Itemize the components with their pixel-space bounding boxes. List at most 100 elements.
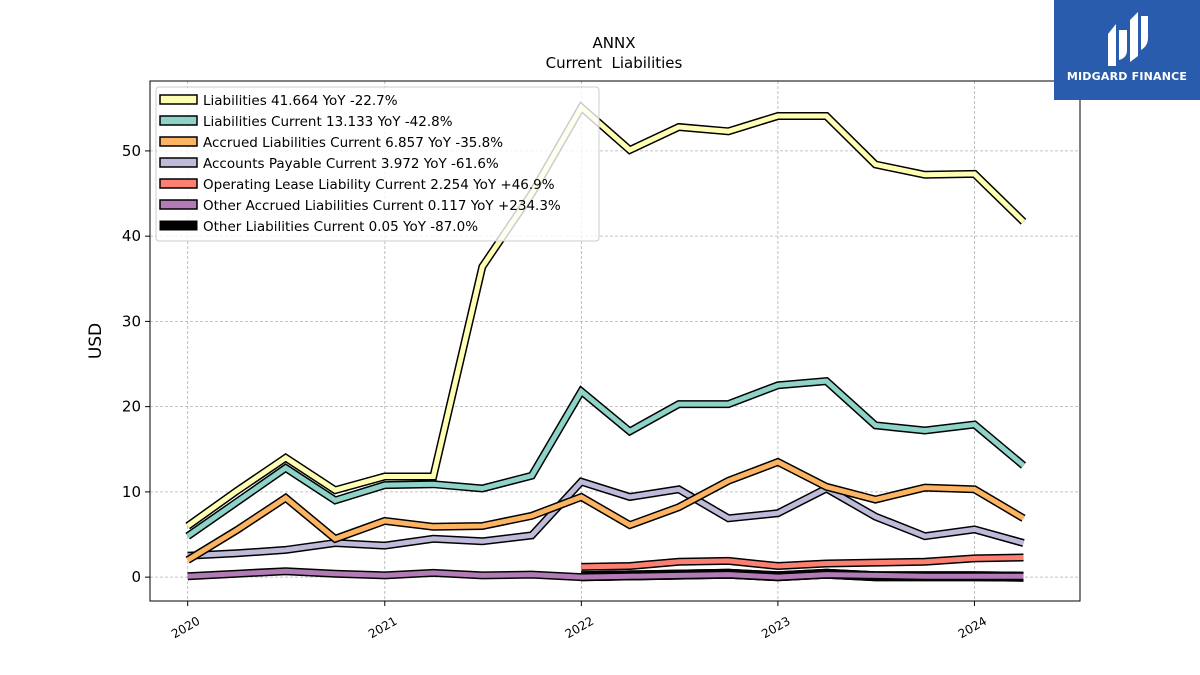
chart-subtitle: Current Liabilities xyxy=(546,54,683,72)
legend-swatch xyxy=(159,115,198,126)
data-point xyxy=(581,481,582,482)
legend-label: Accounts Payable Current 3.972 YoY -61.6… xyxy=(203,156,499,172)
data-point xyxy=(433,572,434,573)
data-point xyxy=(875,164,876,165)
data-point xyxy=(433,484,434,485)
data-point xyxy=(384,520,385,521)
data-point xyxy=(678,561,679,562)
data-point xyxy=(875,425,876,426)
data-point xyxy=(826,115,827,116)
series-accrued-liabilities-current xyxy=(185,457,1026,564)
data-point xyxy=(236,502,237,503)
x-tick-label: 2020 xyxy=(169,614,202,641)
data-point xyxy=(974,576,975,577)
data-point xyxy=(826,574,827,575)
data-point xyxy=(629,431,630,432)
data-point xyxy=(974,558,975,559)
data-point xyxy=(728,131,729,132)
series-line xyxy=(187,478,1025,559)
data-point xyxy=(335,573,336,574)
data-point xyxy=(678,127,679,128)
data-point xyxy=(678,489,679,490)
series-line xyxy=(186,459,1025,563)
data-point xyxy=(482,266,483,267)
data-point xyxy=(777,566,778,567)
data-point xyxy=(236,491,237,492)
x-tick-label: 2021 xyxy=(366,614,399,641)
data-point xyxy=(285,468,286,469)
data-point xyxy=(974,529,975,530)
data-point xyxy=(974,173,975,174)
data-point xyxy=(924,561,925,562)
data-point xyxy=(384,485,385,486)
y-tick-label: 20 xyxy=(122,398,141,416)
data-point xyxy=(384,575,385,576)
data-point xyxy=(335,500,336,501)
data-point xyxy=(531,515,532,516)
data-point xyxy=(187,560,188,561)
data-point xyxy=(236,553,237,554)
data-point xyxy=(678,507,679,508)
data-point xyxy=(581,577,582,578)
data-point xyxy=(187,536,188,537)
legend-swatch xyxy=(159,94,198,105)
data-point xyxy=(924,576,925,577)
data-point xyxy=(777,385,778,386)
data-point xyxy=(236,530,237,531)
data-point xyxy=(875,575,876,576)
legend-label: Accrued Liabilities Current 6.857 YoY -3… xyxy=(203,135,503,151)
y-tick-label: 30 xyxy=(122,312,141,330)
data-point xyxy=(581,566,582,567)
series-other-accrued-liabilities-current xyxy=(187,567,1024,582)
data-point xyxy=(974,489,975,490)
x-tick-label: 2022 xyxy=(563,614,596,641)
legend-label: Other Accrued Liabilities Current 0.117 … xyxy=(203,198,561,214)
data-point xyxy=(728,560,729,561)
data-point xyxy=(187,525,188,526)
legend-label: Liabilities Current 13.133 YoY -42.8% xyxy=(203,114,453,130)
data-point xyxy=(1023,576,1024,577)
data-point xyxy=(629,150,630,151)
data-point xyxy=(1023,465,1024,466)
data-point xyxy=(335,538,336,539)
legend-label: Liabilities 41.664 YoY -22.7% xyxy=(203,93,398,109)
series-liabilities xyxy=(185,101,1027,530)
data-point xyxy=(777,577,778,578)
data-point xyxy=(482,525,483,526)
data-point xyxy=(678,404,679,405)
data-point xyxy=(335,490,336,491)
data-point xyxy=(826,563,827,564)
brand-logo-text: MIDGARD FINANCE xyxy=(1066,70,1188,83)
data-point xyxy=(482,575,483,576)
data-point xyxy=(875,499,876,500)
series-group xyxy=(185,101,1027,582)
data-point xyxy=(728,574,729,575)
data-point xyxy=(531,475,532,476)
legend-swatch xyxy=(159,178,198,189)
data-point xyxy=(581,497,582,498)
data-point xyxy=(924,487,925,488)
data-point xyxy=(974,424,975,425)
legend-box xyxy=(155,86,600,242)
data-point xyxy=(482,541,483,542)
data-point xyxy=(482,488,483,489)
legend-swatch xyxy=(159,199,198,210)
data-point xyxy=(285,549,286,550)
data-point xyxy=(285,571,286,572)
data-point xyxy=(1023,543,1024,544)
series-line xyxy=(187,568,1024,580)
x-tick-label: 2023 xyxy=(759,614,792,641)
data-point xyxy=(581,391,582,392)
data-point xyxy=(777,513,778,514)
data-point xyxy=(629,576,630,577)
data-point xyxy=(924,536,925,537)
data-point xyxy=(285,497,286,498)
data-point xyxy=(826,381,827,382)
series-line xyxy=(186,103,1026,529)
data-point xyxy=(629,497,630,498)
y-tick-label: 0 xyxy=(131,568,141,586)
chart-title: ANNX xyxy=(593,34,636,52)
brand-logo: MIDGARD FINANCE xyxy=(1054,0,1200,100)
y-tick-label: 10 xyxy=(122,483,141,501)
